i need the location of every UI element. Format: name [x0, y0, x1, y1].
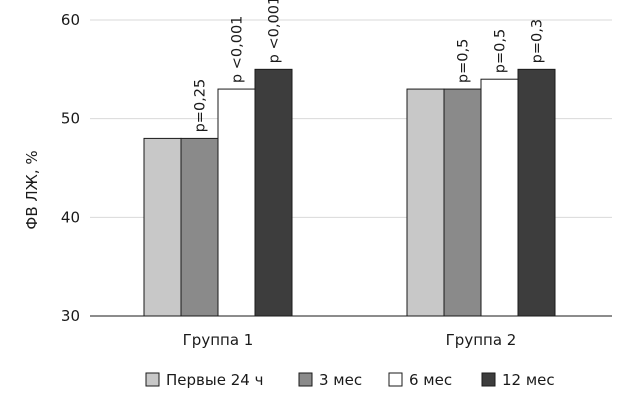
- y-tick-label: 40: [61, 208, 80, 226]
- p-value-label: p=0,25: [193, 79, 209, 133]
- legend: Первые 24 ч 3 мес 6 мес 12 мес: [145, 371, 555, 389]
- bar-1-1: [143, 137, 182, 317]
- y-axis-label: ФВ ЛЖ, %: [23, 150, 41, 229]
- bar-1-3: [217, 88, 256, 317]
- y-axis-ticks: 30 40 50 60: [61, 11, 80, 325]
- category-label: Группа 1: [183, 331, 254, 349]
- p-value-label: p <0,001: [267, 0, 283, 63]
- category-label: Группа 2: [446, 331, 517, 349]
- legend-swatch: [145, 372, 160, 387]
- legend-swatch: [481, 372, 496, 387]
- legend-label: 12 мес: [502, 371, 555, 389]
- p-value-label: p=0,5: [456, 39, 472, 83]
- y-tick-label: 30: [61, 307, 80, 325]
- bar-1-2: [180, 137, 219, 317]
- p-value-label: p <0,001: [230, 16, 246, 83]
- bars: [143, 68, 556, 317]
- p-value-label: p=0,5: [493, 29, 509, 73]
- bar-2-4: [517, 68, 556, 317]
- legend-label: Первые 24 ч: [166, 371, 263, 389]
- bar-2-3: [480, 78, 519, 317]
- legend-label: 6 мес: [409, 371, 452, 389]
- legend-swatch: [388, 372, 403, 387]
- bar-2-2: [443, 88, 482, 317]
- legend-label: 3 мес: [319, 371, 362, 389]
- bar-1-4: [254, 68, 293, 317]
- category-labels: Группа 1 Группа 2: [183, 331, 517, 349]
- y-tick-label: 60: [61, 11, 80, 29]
- legend-swatch: [298, 372, 313, 387]
- y-tick-label: 50: [61, 110, 80, 128]
- p-value-label: p=0,3: [530, 19, 546, 63]
- p-value-labels: p=0,25 p <0,001 p <0,001 p=0,5 p=0,5 p=0,3: [193, 0, 546, 132]
- bar-2-1: [406, 88, 445, 317]
